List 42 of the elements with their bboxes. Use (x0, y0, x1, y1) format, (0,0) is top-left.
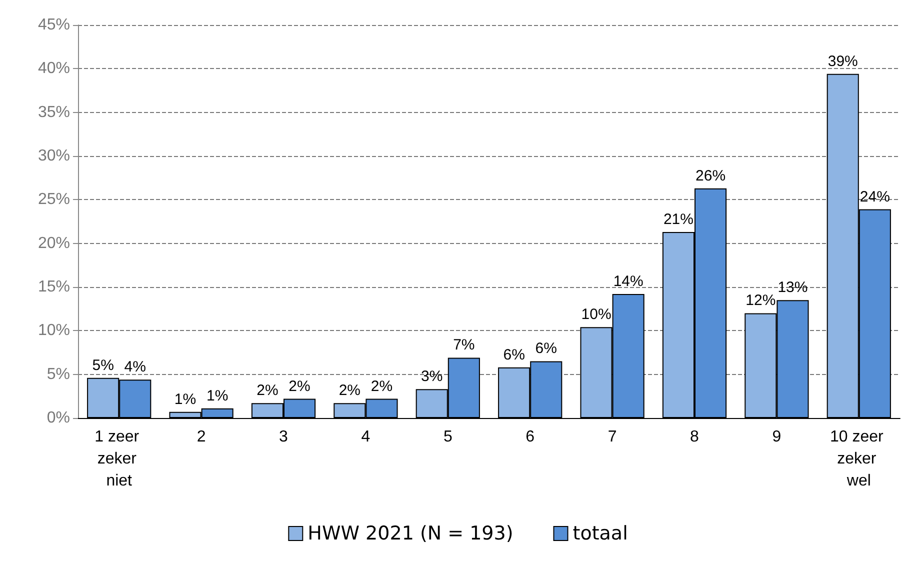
x-tick-label: 3 (279, 428, 288, 446)
data-label: 24% (860, 188, 890, 206)
y-tick-label: 25% (38, 191, 70, 208)
legend-label: HWW 2021 (N = 193) (308, 522, 514, 544)
data-label: 39% (828, 52, 858, 70)
data-label: 13% (778, 279, 808, 296)
data-label: 7% (453, 336, 475, 354)
x-tick-label: 6 (526, 428, 535, 446)
data-label: 2% (288, 378, 310, 395)
data-label: 6% (535, 340, 557, 358)
x-tick-label: 9 (772, 428, 782, 446)
data-label: 12% (746, 292, 776, 310)
legend-label: totaal (572, 522, 628, 544)
y-tick-label: 45% (38, 16, 70, 34)
data-label: 14% (613, 272, 644, 290)
x-tick-label: 1 zeer zeker niet (94, 428, 144, 490)
x-tick-label: 8 (690, 428, 700, 446)
x-tick-label: 10 zeer zeker wel (830, 428, 888, 490)
data-label: 21% (663, 210, 694, 228)
y-tick-label: 20% (38, 234, 70, 252)
x-tick-label: 4 (361, 428, 370, 446)
data-label: 2% (256, 382, 278, 400)
y-tick-label: 0% (46, 410, 70, 426)
y-tick-label: 30% (38, 148, 70, 164)
y-tick-label: 40% (38, 60, 70, 78)
data-label: 2% (370, 378, 393, 395)
data-label: 1% (206, 387, 228, 404)
data-label: 4% (124, 358, 146, 376)
data-label: 3% (421, 368, 443, 386)
data-label: 1% (174, 390, 196, 408)
data-label: 5% (92, 356, 114, 374)
x-tick-label: 5 (443, 428, 452, 446)
data-label: 2% (338, 382, 361, 400)
y-tick-label: 15% (38, 278, 70, 296)
y-tick-label: 35% (38, 104, 70, 121)
y-tick-label: 5% (46, 366, 70, 383)
x-tick-label: 2 (196, 428, 206, 446)
data-label: 6% (503, 346, 525, 364)
data-label: 26% (696, 167, 726, 184)
data-label: 10% (581, 306, 612, 324)
x-tick-label: 7 (608, 428, 617, 446)
y-tick-label: 10% (38, 322, 70, 340)
